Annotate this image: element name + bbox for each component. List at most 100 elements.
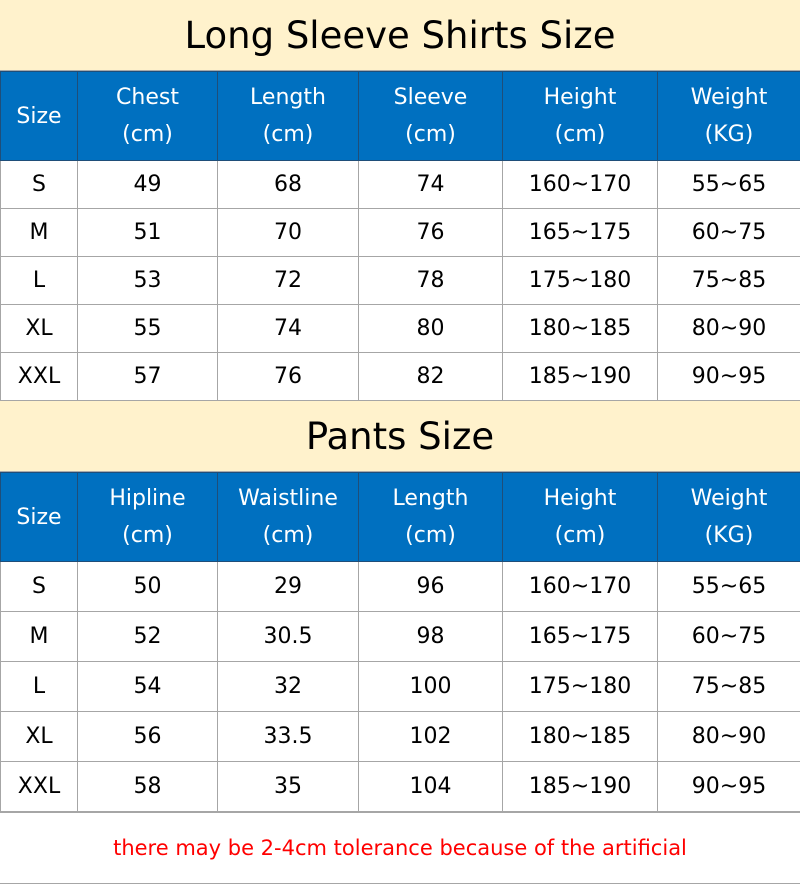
size-cell: M — [0, 208, 78, 257]
header-line: (KG) — [704, 122, 754, 147]
value-cell: 35 — [217, 761, 359, 812]
value-cell: 80~90 — [657, 304, 800, 353]
table-row: M 51 70 76 165~175 60~75 — [0, 208, 800, 257]
value-cell: 102 — [358, 711, 503, 762]
value-cell: 54 — [77, 661, 218, 712]
table-row: XL 56 33.5 102 180~185 80~90 — [0, 711, 800, 762]
value-cell: 30.5 — [217, 611, 359, 662]
header-line: Weight — [690, 85, 768, 110]
size-cell: L — [0, 661, 78, 712]
table-row: XXL 58 35 104 185~190 90~95 — [0, 761, 800, 812]
size-cell: XXL — [0, 352, 78, 401]
value-cell: 57 — [77, 352, 218, 401]
header-line: Waistline — [238, 486, 338, 511]
value-cell: 76 — [217, 352, 359, 401]
header-line: (cm) — [262, 523, 314, 548]
value-cell: 70 — [217, 208, 359, 257]
value-cell: 96 — [358, 561, 503, 612]
value-cell: 75~85 — [657, 256, 800, 305]
value-cell: 160~170 — [502, 160, 658, 209]
pants-size-table: Size Hipline (cm) Waistline (cm) Length (cm) He… — [0, 472, 800, 812]
shirts-size-table: Size Chest (cm) Length (cm) Sleeve (cm) Height (… — [0, 71, 800, 401]
value-cell: 56 — [77, 711, 218, 762]
value-cell: 185~190 — [502, 352, 658, 401]
value-cell: 104 — [358, 761, 503, 812]
header-line: (cm) — [262, 122, 314, 147]
table-row: XL 55 74 80 180~185 80~90 — [0, 304, 800, 353]
header-line: Weight — [690, 486, 768, 511]
column-header: Size — [0, 472, 78, 562]
value-cell: 60~75 — [657, 611, 800, 662]
size-cell: S — [0, 160, 78, 209]
value-cell: 78 — [358, 256, 503, 305]
header-line: Size — [16, 103, 62, 129]
header-line: (KG) — [704, 523, 754, 548]
value-cell: 80~90 — [657, 711, 800, 762]
column-header: Weight (KG) — [657, 472, 800, 562]
value-cell: 90~95 — [657, 352, 800, 401]
value-cell: 32 — [217, 661, 359, 712]
value-cell: 52 — [77, 611, 218, 662]
size-cell: M — [0, 611, 78, 662]
value-cell: 185~190 — [502, 761, 658, 812]
tolerance-note: there may be 2-4cm tolerance because of … — [0, 812, 800, 884]
value-cell: 75~85 — [657, 661, 800, 712]
header-line: Height — [543, 486, 617, 511]
size-cell: S — [0, 561, 78, 612]
column-header: Size — [0, 71, 78, 161]
column-header: Waistline (cm) — [217, 472, 359, 562]
value-cell: 180~185 — [502, 304, 658, 353]
table-row: L 54 32 100 175~180 75~85 — [0, 661, 800, 712]
value-cell: 58 — [77, 761, 218, 812]
value-cell: 74 — [358, 160, 503, 209]
value-cell: 68 — [217, 160, 359, 209]
column-header: Hipline (cm) — [77, 472, 218, 562]
value-cell: 100 — [358, 661, 503, 712]
header-line: (cm) — [405, 122, 456, 147]
value-cell: 90~95 — [657, 761, 800, 812]
value-cell: 50 — [77, 561, 218, 612]
header-line: (cm) — [554, 523, 606, 548]
value-cell: 82 — [358, 352, 503, 401]
header-line: Length — [250, 85, 326, 110]
size-cell: XXL — [0, 761, 78, 812]
column-header: Height (cm) — [502, 472, 658, 562]
column-header: Length (cm) — [358, 472, 503, 562]
header-line: Length — [392, 486, 469, 511]
value-cell: 60~75 — [657, 208, 800, 257]
size-cell: XL — [0, 304, 78, 353]
column-header: Length (cm) — [217, 71, 359, 161]
value-cell: 33.5 — [217, 711, 359, 762]
size-cell: XL — [0, 711, 78, 762]
value-cell: 160~170 — [502, 561, 658, 612]
column-header: Weight (KG) — [657, 71, 800, 161]
table-row: S 49 68 74 160~170 55~65 — [0, 160, 800, 209]
header-line: Chest — [116, 85, 179, 110]
header-line: (cm) — [122, 523, 173, 548]
table-row: XXL 57 76 82 185~190 90~95 — [0, 352, 800, 401]
value-cell: 165~175 — [502, 611, 658, 662]
header-line: Height — [543, 85, 617, 110]
value-cell: 76 — [358, 208, 503, 257]
header-line: Size — [16, 504, 62, 530]
value-cell: 175~180 — [502, 256, 658, 305]
header-line: (cm) — [405, 523, 456, 548]
value-cell: 72 — [217, 256, 359, 305]
header-line: Hipline — [109, 486, 186, 511]
value-cell: 49 — [77, 160, 218, 209]
pants-title: Pants Size — [0, 401, 800, 472]
table-row: M 52 30.5 98 165~175 60~75 — [0, 611, 800, 662]
table-row: S 50 29 96 160~170 55~65 — [0, 561, 800, 612]
value-cell: 80 — [358, 304, 503, 353]
value-cell: 175~180 — [502, 661, 658, 712]
value-cell: 55~65 — [657, 561, 800, 612]
value-cell: 165~175 — [502, 208, 658, 257]
header-line: (cm) — [122, 122, 173, 147]
value-cell: 74 — [217, 304, 359, 353]
shirts-title: Long Sleeve Shirts Size — [0, 0, 800, 71]
column-header: Chest (cm) — [77, 71, 218, 161]
value-cell: 53 — [77, 256, 218, 305]
header-line: (cm) — [554, 122, 606, 147]
column-header: Sleeve (cm) — [358, 71, 503, 161]
value-cell: 55~65 — [657, 160, 800, 209]
